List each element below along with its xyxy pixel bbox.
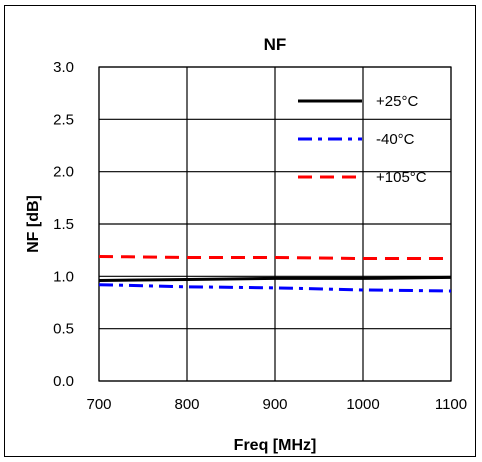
y-tick-label-3: 1.5 <box>53 216 74 233</box>
legend-label-0: +25°C <box>376 93 418 110</box>
y-tick-label-2: 1.0 <box>53 268 74 285</box>
series-line-2 <box>98 254 451 261</box>
y-tick-label-5: 2.5 <box>53 111 74 128</box>
y-tick-label-6: 3.0 <box>53 59 74 76</box>
y-tick-label-1: 0.5 <box>53 321 74 338</box>
y-tick-labels: 0.0 0.5 1.0 1.5 2.0 2.5 3.0 <box>53 59 74 390</box>
x-axis-label: Freq [MHz] <box>234 437 317 454</box>
series-line-0 <box>98 275 452 283</box>
x-tick-labels: 700 800 900 1000 1100 <box>86 396 467 413</box>
series-layer <box>98 254 452 293</box>
chart-frame <box>4 5 476 457</box>
y-axis-label: NF [dB] <box>25 195 42 253</box>
x-tick-label-2: 900 <box>262 396 287 413</box>
series-line-1 <box>98 283 452 293</box>
x-tick-label-0: 700 <box>86 396 111 413</box>
y-tick-label-0: 0.0 <box>53 373 74 390</box>
x-tick-label-4: 1100 <box>435 396 467 413</box>
x-tick-label-1: 800 <box>174 396 199 413</box>
grid-lines <box>98 66 452 382</box>
legend-label-2: +105°C <box>376 169 427 186</box>
legend-label-1: -40°C <box>376 131 415 148</box>
chart-title: NF <box>264 35 287 54</box>
legend: +25°C -40°C +105°C <box>298 93 427 186</box>
plot-area <box>98 66 452 382</box>
x-tick-label-3: 1000 <box>346 396 379 413</box>
y-tick-label-4: 2.0 <box>53 164 74 181</box>
